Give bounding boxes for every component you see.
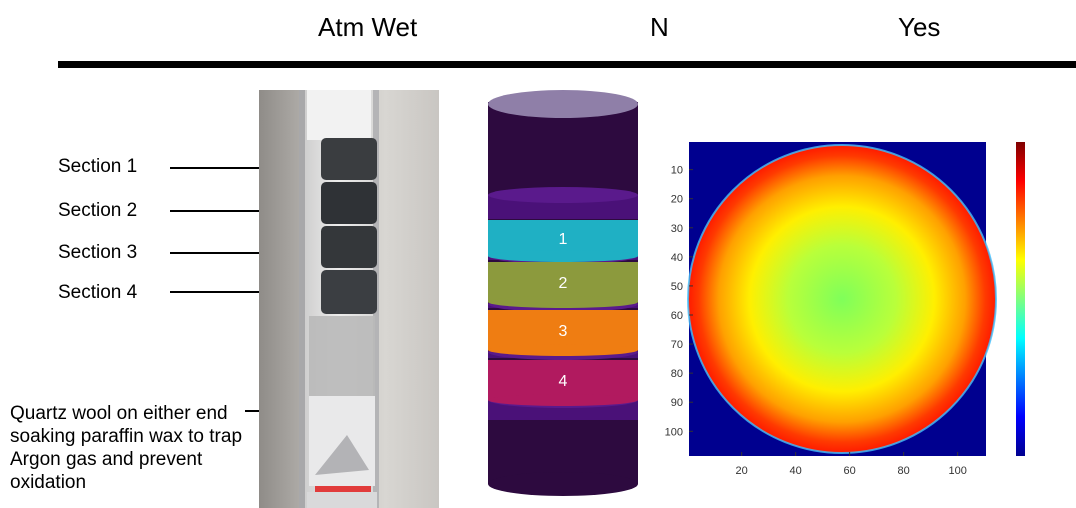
y-tick-100: 100 <box>665 426 683 438</box>
x-tick-labels: 20 40 60 80 100 <box>736 452 967 477</box>
y-tick-60: 60 <box>671 310 683 322</box>
x-tick-20: 20 <box>736 465 748 477</box>
cylinder-section-base-1 <box>488 250 638 262</box>
cylinder-section-4 <box>488 360 638 400</box>
cylinder-section-label-2: 2 <box>559 275 568 292</box>
cylinder-bottom <box>488 472 638 496</box>
y-tick-10: 10 <box>671 165 683 177</box>
cylinder-section-label-4: 4 <box>559 373 568 390</box>
pellet-sections <box>321 138 377 314</box>
section-1-label: Section 1 <box>58 156 138 177</box>
y-tick-80: 80 <box>671 368 683 380</box>
y-tick-20: 20 <box>671 194 683 206</box>
y-tick-50: 50 <box>671 281 683 293</box>
x-tick-80: 80 <box>898 465 910 477</box>
header-rule <box>58 61 1076 68</box>
y-tick-70: 70 <box>671 339 683 351</box>
quartz-wool-note: Quartz wool on either end soaking paraff… <box>10 403 243 493</box>
heatmap-plot <box>687 142 997 456</box>
cylinder-top <box>488 90 638 118</box>
y-tick-30: 30 <box>671 223 683 235</box>
cylinder-section-base-4 <box>488 394 638 406</box>
cylinder-section-label-1: 1 <box>559 231 568 248</box>
cylinder-section-2 <box>488 262 638 302</box>
section-4-label: Section 4 <box>58 282 138 303</box>
cylinder-diagram: 1 2 3 4 <box>488 90 638 496</box>
cylinder-section-base-2 <box>488 296 638 308</box>
cylinder-section-base-3 <box>488 344 638 356</box>
x-tick-100: 100 <box>948 465 966 477</box>
cylinder-band-top-1 <box>488 187 638 203</box>
cylinder-section-3 <box>488 310 638 350</box>
section-2-label: Section 2 <box>58 200 138 221</box>
x-tick-60: 60 <box>844 465 856 477</box>
y-tick-40: 40 <box>671 252 683 264</box>
heatmap-disc <box>688 145 996 453</box>
x-tick-40: 40 <box>790 465 802 477</box>
cylinder-section-label-3: 3 <box>559 323 568 340</box>
colorbar <box>1016 142 1025 456</box>
header-yes: Yes <box>898 12 941 42</box>
y-tick-90: 90 <box>671 397 683 409</box>
y-tick-labels: 10 20 30 40 50 60 70 80 90 100 <box>665 165 693 438</box>
header-n: N <box>650 12 669 42</box>
header-atm-wet: Atm Wet <box>318 12 418 42</box>
section-3-label: Section 3 <box>58 242 138 263</box>
sample-tube-photo <box>259 90 439 508</box>
heatmap-disc-rim <box>687 144 997 454</box>
